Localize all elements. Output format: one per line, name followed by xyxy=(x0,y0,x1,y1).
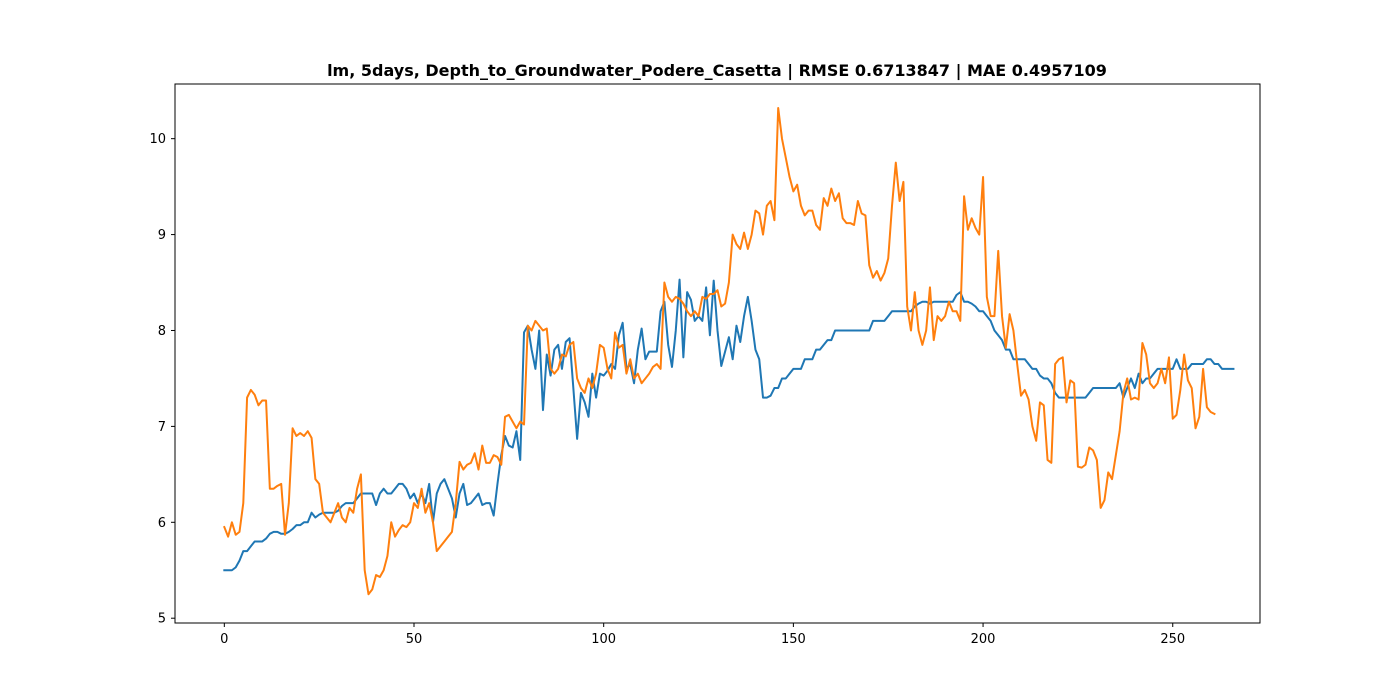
y-tick-label: 9 xyxy=(158,228,166,243)
x-tick-label: 50 xyxy=(406,632,423,647)
series-lines xyxy=(223,106,1235,596)
axes: 0 50 100 150 200 250 5 6 7 8 9 10 xyxy=(149,132,1185,647)
plot-frame xyxy=(174,83,1261,624)
x-tick-label: 250 xyxy=(1160,632,1185,647)
series-line-2 xyxy=(223,106,1216,596)
y-tick-label: 10 xyxy=(149,132,166,147)
y-tick-label: 8 xyxy=(158,324,166,339)
x-tick-label: 0 xyxy=(220,632,228,647)
x-tick-label: 150 xyxy=(781,632,806,647)
y-tick-label: 7 xyxy=(158,420,166,435)
x-tick-label: 200 xyxy=(971,632,996,647)
y-tick-label: 6 xyxy=(158,516,166,531)
y-tick-label: 5 xyxy=(158,612,166,627)
series-line-1 xyxy=(223,278,1235,572)
chart-title: lm, 5days, Depth_to_Groundwater_Podere_C… xyxy=(327,61,1107,81)
x-tick-label: 100 xyxy=(591,632,616,647)
